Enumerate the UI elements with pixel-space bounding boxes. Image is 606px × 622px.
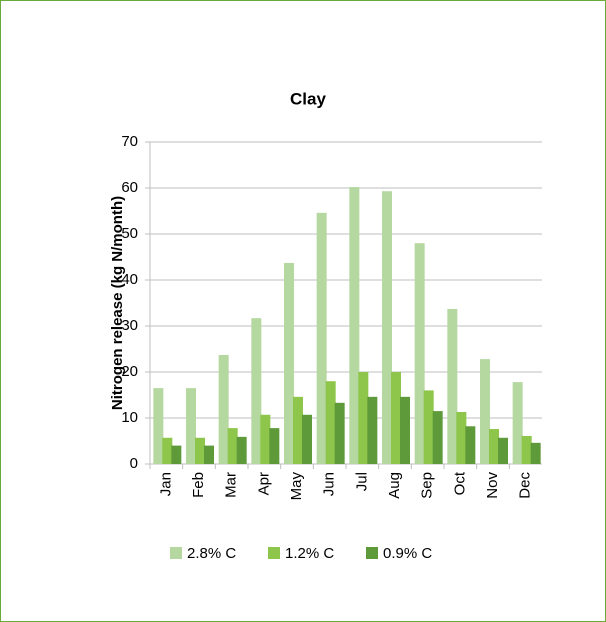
bar bbox=[227, 428, 238, 464]
bar bbox=[236, 436, 247, 464]
bar bbox=[382, 191, 392, 464]
bar bbox=[334, 402, 345, 464]
x-tick-label: Sep bbox=[419, 472, 436, 499]
bar bbox=[153, 388, 164, 464]
legend-swatch bbox=[366, 547, 378, 559]
x-tick-label: Dec bbox=[517, 472, 534, 499]
bar bbox=[521, 435, 532, 464]
y-tick-label: 50 bbox=[121, 225, 138, 242]
x-tick-label: Feb bbox=[190, 472, 207, 498]
bar bbox=[489, 429, 499, 464]
chart-title: Clay bbox=[290, 89, 326, 108]
y-tick-label: 0 bbox=[130, 455, 138, 472]
y-tick-label: 40 bbox=[121, 271, 138, 288]
bar bbox=[218, 354, 229, 464]
bar bbox=[465, 426, 476, 464]
bar bbox=[423, 390, 434, 464]
bar bbox=[171, 445, 182, 464]
legend-label: 2.8% C bbox=[187, 545, 236, 562]
x-tick-label: Jun bbox=[321, 472, 338, 496]
x-tick-label: Jan bbox=[157, 472, 174, 496]
bar bbox=[512, 382, 523, 464]
y-tick-label: 10 bbox=[121, 409, 138, 426]
x-tick-label: Nov bbox=[484, 472, 501, 499]
bar bbox=[302, 414, 312, 464]
x-tick-label: May bbox=[288, 472, 305, 501]
bar bbox=[316, 212, 327, 464]
bar bbox=[269, 428, 280, 464]
bar bbox=[358, 372, 369, 464]
y-tick-label: 70 bbox=[121, 133, 138, 150]
bar bbox=[414, 243, 425, 464]
y-axis-label: Nitrogen release (kg N/month) bbox=[109, 196, 126, 410]
legend-label: 1.2% C bbox=[285, 545, 334, 562]
bar bbox=[186, 388, 196, 464]
bar bbox=[456, 412, 467, 464]
bar bbox=[325, 381, 336, 464]
bar bbox=[400, 396, 410, 464]
bar bbox=[447, 308, 458, 464]
x-tick-label: Oct bbox=[451, 471, 468, 495]
legend-swatch bbox=[170, 547, 182, 559]
bar bbox=[480, 359, 490, 464]
bar bbox=[204, 445, 214, 464]
x-tick-label: Mar bbox=[223, 472, 240, 498]
bar bbox=[498, 437, 508, 464]
legend-label: 0.9% C bbox=[383, 545, 432, 562]
y-tick-label: 30 bbox=[121, 317, 138, 334]
legend-swatch bbox=[268, 547, 280, 559]
bar bbox=[284, 262, 294, 464]
bar bbox=[432, 411, 443, 464]
y-tick-label: 60 bbox=[121, 179, 138, 196]
bar bbox=[391, 372, 401, 464]
bar bbox=[367, 396, 378, 464]
y-tick-label: 20 bbox=[121, 363, 138, 380]
bar bbox=[293, 396, 303, 464]
x-tick-label: Aug bbox=[386, 472, 403, 499]
bar bbox=[530, 442, 541, 464]
x-tick-label: Apr bbox=[255, 472, 272, 495]
bar bbox=[349, 187, 360, 464]
bar bbox=[251, 318, 262, 464]
x-tick-label: Jul bbox=[353, 472, 370, 491]
bar bbox=[260, 414, 271, 464]
bar bbox=[162, 437, 173, 464]
bar bbox=[195, 437, 205, 464]
